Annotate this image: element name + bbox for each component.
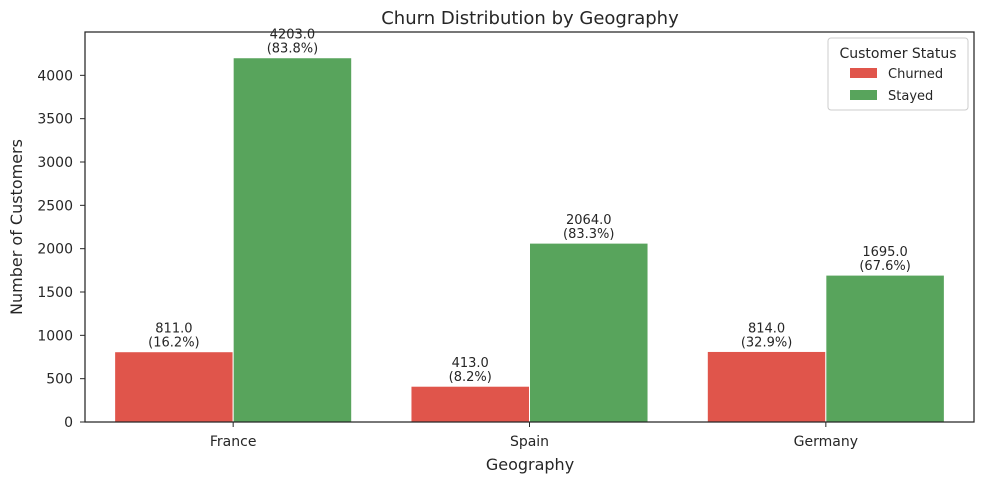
bar-stayed-germany (825, 274, 945, 423)
legend-swatch-stayed (850, 90, 877, 100)
bar-churned-france (114, 351, 234, 423)
y-tick-label: 1000 (37, 328, 73, 344)
plot-area: 0 500 1000 1500 2000 2500 3000 3500 4000 811.0(16… (37, 28, 945, 450)
bar-stayed-france (232, 57, 353, 423)
y-tick-label: 4000 (37, 68, 73, 84)
data-label-percent: (83.3%) (563, 227, 614, 242)
bar-churned-spain (410, 385, 531, 423)
y-axis-title: Number of Customers (7, 139, 26, 315)
data-label-value: 2064.0 (566, 213, 612, 228)
bar-churned-germany (706, 350, 827, 423)
data-label-percent: (16.2%) (148, 336, 199, 351)
x-tick-label: Germany (794, 434, 858, 450)
legend: Customer Status Churned Stayed (827, 37, 969, 111)
y-tick-label: 3000 (37, 155, 73, 171)
plot-frame (84, 31, 975, 423)
legend-swatch-churned (850, 68, 877, 78)
data-label-value: 4203.0 (270, 28, 316, 43)
y-tick-label: 3500 (37, 112, 73, 128)
data-label-percent: (67.6%) (859, 259, 910, 274)
y-tick-label: 1500 (37, 285, 73, 301)
data-label-value: 811.0 (155, 322, 192, 337)
y-tick-label: 0 (64, 415, 73, 431)
data-label-percent: (83.8%) (267, 42, 318, 57)
data-label-percent: (8.2%) (449, 370, 492, 385)
data-label-value: 1695.0 (862, 245, 908, 260)
x-tick-label: Spain (510, 434, 549, 450)
y-tick-label: 2500 (37, 198, 73, 214)
legend-title: Customer Status (839, 46, 956, 62)
y-tick-label: 2000 (37, 242, 73, 258)
bar-stayed-spain (529, 242, 649, 423)
legend-label-stayed: Stayed (888, 89, 933, 104)
data-label-value: 814.0 (748, 321, 785, 336)
data-label-percent: (32.9%) (741, 335, 792, 350)
x-tick-label: France (210, 434, 257, 450)
data-label-value: 413.0 (452, 356, 489, 371)
legend-label-churned: Churned (888, 67, 943, 82)
chart-title: Churn Distribution by Geography (381, 8, 679, 29)
x-axis-title: Geography (486, 455, 574, 474)
y-tick-label: 500 (46, 372, 73, 388)
